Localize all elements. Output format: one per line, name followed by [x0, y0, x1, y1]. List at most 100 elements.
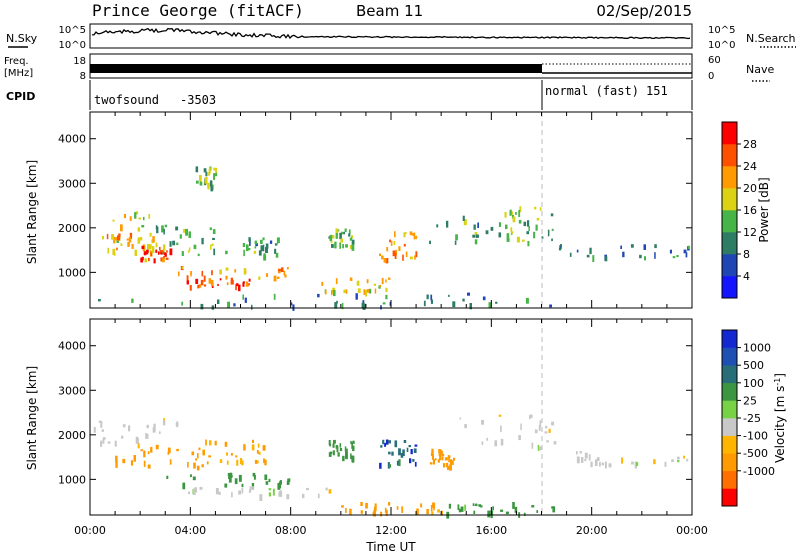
echo-cell — [137, 237, 141, 244]
echo-cell — [169, 241, 172, 247]
echo-cell — [385, 258, 389, 264]
echo-cell — [430, 505, 433, 512]
echo-cell — [176, 448, 179, 452]
echo-cell — [444, 457, 448, 461]
echo-cell — [429, 462, 433, 465]
echo-cell — [339, 242, 341, 249]
cpid-strip: CPID twofsound -3503 normal (fast) 151 — [6, 80, 693, 110]
echo-cell — [545, 425, 548, 429]
echo-cell — [248, 278, 251, 282]
velocity-cbar-tick-label: -500 — [743, 447, 768, 460]
echo-cell — [335, 278, 338, 285]
echo-cell — [248, 283, 250, 286]
echo-cell — [186, 275, 189, 281]
power-cbar-tick-label: 20 — [743, 182, 757, 195]
echo-cell — [164, 224, 168, 228]
echo-cell — [146, 249, 149, 253]
echo-cell — [123, 214, 126, 219]
echo-cell — [514, 506, 518, 513]
echo-cell — [546, 440, 549, 443]
echo-cell — [244, 297, 247, 303]
echo-cell — [474, 239, 478, 245]
echo-cell — [594, 459, 598, 467]
echo-cell — [115, 461, 118, 468]
echo-cell — [368, 288, 372, 294]
colorbar-swatch — [722, 488, 737, 507]
echo-cell — [241, 483, 244, 488]
echo-cell — [480, 505, 483, 508]
echo-cell — [344, 446, 347, 452]
echo-cell — [548, 428, 551, 433]
echo-cell — [490, 226, 494, 231]
echo-cell — [268, 478, 271, 483]
echo-cell — [140, 257, 143, 263]
echo-cell — [420, 503, 423, 508]
echo-cell — [345, 508, 347, 513]
echo-cell — [506, 238, 510, 242]
echo-cell — [268, 488, 272, 491]
echo-cell — [143, 450, 146, 458]
echo-cell — [195, 166, 199, 173]
echo-cell — [362, 300, 365, 305]
echo-cell — [167, 451, 170, 455]
echo-cell — [498, 232, 502, 238]
echo-cell — [284, 274, 287, 278]
echo-cell — [431, 453, 434, 460]
power-cbar-tick-label: 24 — [743, 160, 757, 173]
echo-cell — [387, 462, 390, 469]
echo-cell — [449, 459, 453, 465]
x-tick-label: 12:00 — [375, 524, 407, 537]
echo-cell — [193, 244, 197, 250]
echo-cell — [677, 460, 680, 463]
echo-cell — [137, 443, 140, 449]
echo-cell — [500, 438, 504, 446]
colorbar-swatch — [722, 254, 737, 277]
freq-label-1: Freq. — [4, 56, 29, 67]
freq-panel: Freq. [MHz] 18 8 60 0 Nave — [4, 53, 774, 82]
echo-cell — [579, 451, 582, 454]
echo-cell — [208, 455, 211, 458]
echo-cell — [396, 506, 399, 510]
echo-cell — [416, 508, 419, 515]
echo-cell — [541, 236, 544, 239]
echo-cell — [482, 296, 486, 301]
echo-cell — [413, 448, 417, 453]
echo-cell — [233, 303, 236, 307]
echo-cell — [328, 452, 332, 457]
echo-cell — [126, 238, 129, 241]
echo-cell — [159, 246, 161, 251]
y-tick-label: 1000 — [58, 473, 86, 486]
echo-cell — [446, 220, 449, 228]
date-label: 02/Sep/2015 — [596, 2, 692, 20]
echo-cell — [100, 440, 103, 447]
echo-cell — [339, 447, 343, 452]
echo-cell — [494, 440, 498, 447]
echo-cell — [129, 216, 132, 221]
echo-cell — [186, 280, 189, 285]
echo-cell — [150, 252, 153, 257]
echo-cell — [279, 481, 282, 489]
echo-cell — [509, 210, 512, 216]
echo-cell — [209, 227, 212, 231]
power-cbar-tick-label: 16 — [743, 204, 757, 217]
echo-cell — [643, 244, 646, 250]
echo-cell — [335, 232, 338, 239]
echo-cell — [160, 252, 163, 255]
echo-cell — [569, 252, 572, 257]
colorbar-swatch — [722, 210, 737, 233]
echo-cell — [474, 503, 478, 507]
echo-cell — [243, 268, 247, 275]
echo-cell — [275, 252, 279, 258]
echo-cell — [188, 491, 190, 495]
echo-cell — [328, 440, 331, 446]
echo-cell — [373, 283, 376, 286]
echo-cell — [205, 439, 207, 446]
echo-cell — [116, 247, 118, 251]
echo-cell — [365, 502, 368, 509]
echo-cell — [169, 459, 172, 465]
y-tick-label: 4000 — [58, 133, 86, 146]
echo-cell — [687, 245, 690, 249]
echo-cell — [403, 440, 407, 443]
echo-cell — [208, 278, 211, 284]
echo-cell — [389, 239, 391, 243]
